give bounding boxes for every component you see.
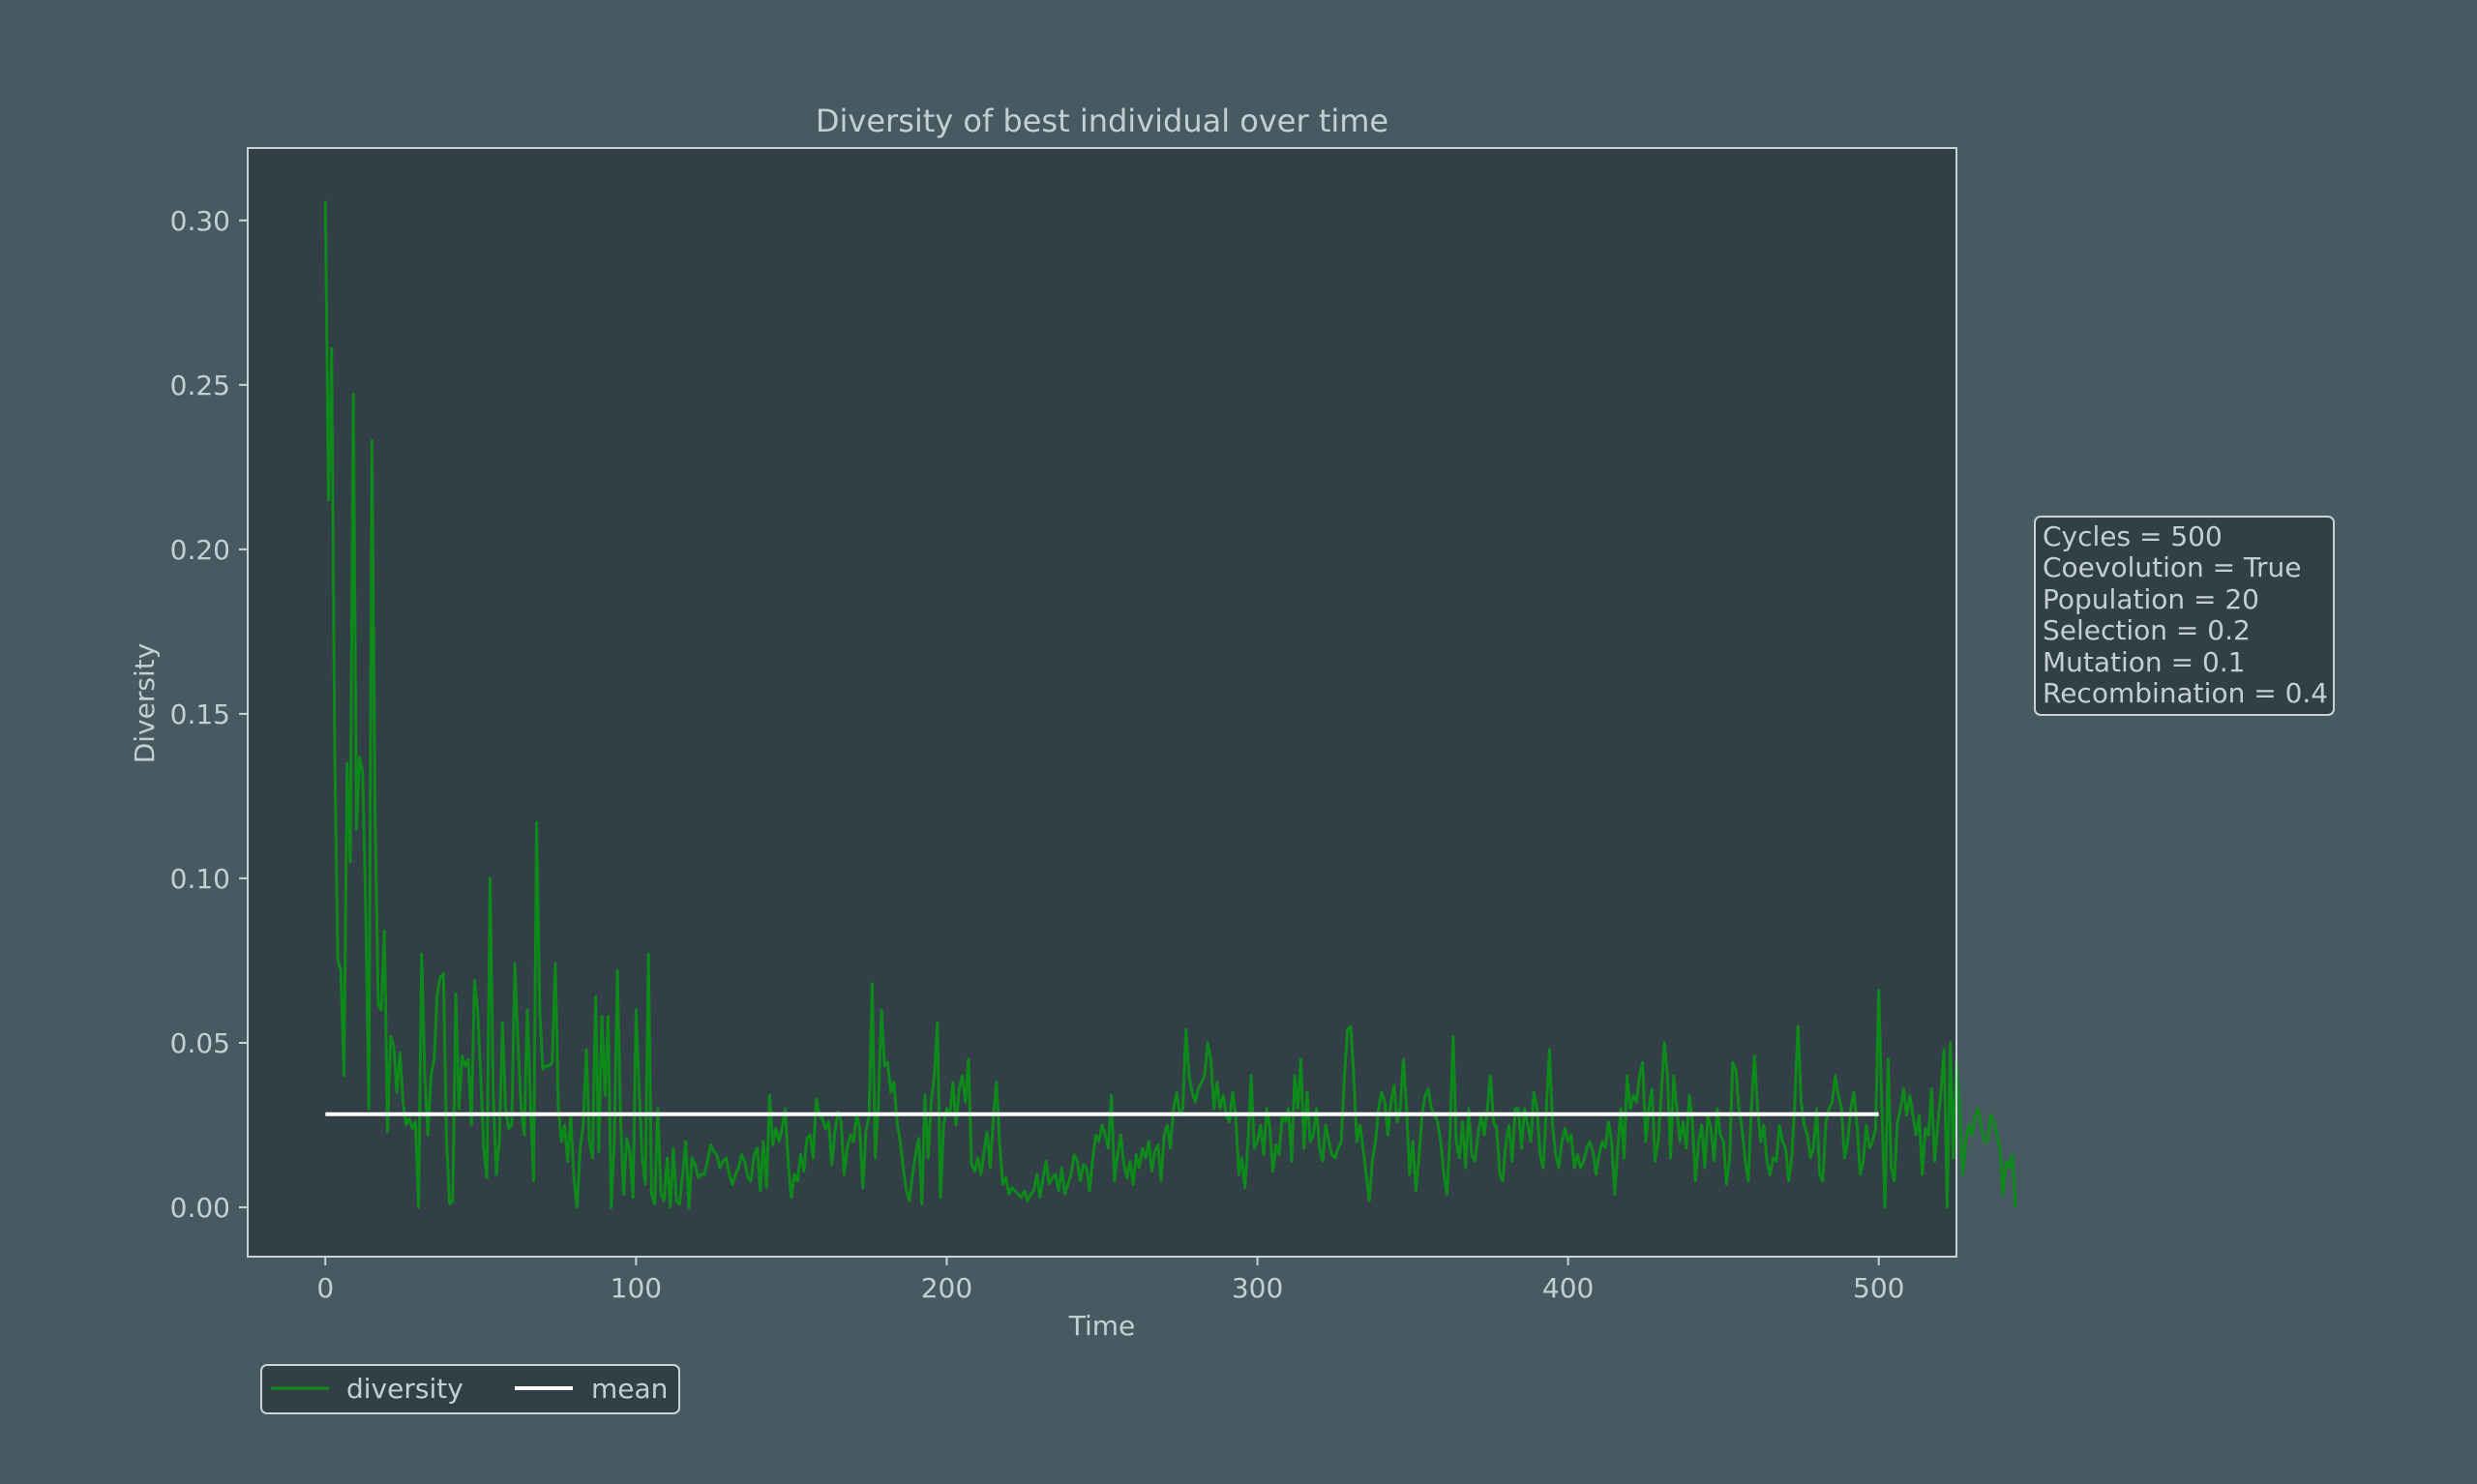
x-tick-label: 0 bbox=[316, 1272, 334, 1304]
legend-frame bbox=[260, 1364, 680, 1414]
parameter-cycles: Cycles = 500 bbox=[2043, 520, 2223, 552]
parameter-recombination: Recombination = 0.4 bbox=[2043, 677, 2328, 709]
parameter-mutation: Mutation = 0.1 bbox=[2043, 646, 2245, 678]
y-tick-label: 0.10 bbox=[170, 863, 230, 895]
x-tick-label: 500 bbox=[1853, 1272, 1904, 1304]
y-axis: 0.00 0.05 0.10 0.15 0.20 0.25 0.30 bbox=[170, 205, 248, 1224]
legend-diversity-label: diversity bbox=[346, 1373, 463, 1405]
axes-frame bbox=[247, 147, 1957, 1258]
y-tick-label: 0.05 bbox=[170, 1027, 230, 1059]
y-tick-label: 0.00 bbox=[170, 1192, 230, 1224]
y-tick-label: 0.15 bbox=[170, 698, 230, 730]
legend: diversity mean bbox=[260, 1364, 680, 1414]
chart-title: Diversity of best individual over time bbox=[816, 103, 1388, 139]
legend-mean-label: mean bbox=[591, 1373, 668, 1405]
y-axis-label: Diversity bbox=[129, 643, 161, 764]
x-tick-label: 400 bbox=[1542, 1272, 1594, 1304]
diversity-series-line bbox=[323, 200, 2017, 1209]
parameters-box-frame bbox=[2034, 516, 2335, 716]
y-tick-label: 0.20 bbox=[170, 534, 230, 566]
x-axis-label: Time bbox=[1068, 1310, 1136, 1342]
parameters-box: Cycles = 500 Coevolution = True Populati… bbox=[2034, 516, 2335, 716]
x-tick-label: 200 bbox=[921, 1272, 972, 1304]
axes-background bbox=[248, 148, 1956, 1257]
x-tick-label: 300 bbox=[1232, 1272, 1283, 1304]
y-tick-label: 0.25 bbox=[170, 370, 230, 401]
parameter-coevolution: Coevolution = True bbox=[2043, 551, 2302, 583]
x-tick-label: 100 bbox=[611, 1272, 662, 1304]
parameter-selection: Selection = 0.2 bbox=[2043, 614, 2251, 646]
x-axis: 0 100 200 300 400 500 bbox=[316, 1257, 1904, 1304]
parameter-population: Population = 20 bbox=[2043, 583, 2259, 615]
series-layer bbox=[323, 200, 2017, 1209]
y-tick-label: 0.30 bbox=[170, 205, 230, 237]
